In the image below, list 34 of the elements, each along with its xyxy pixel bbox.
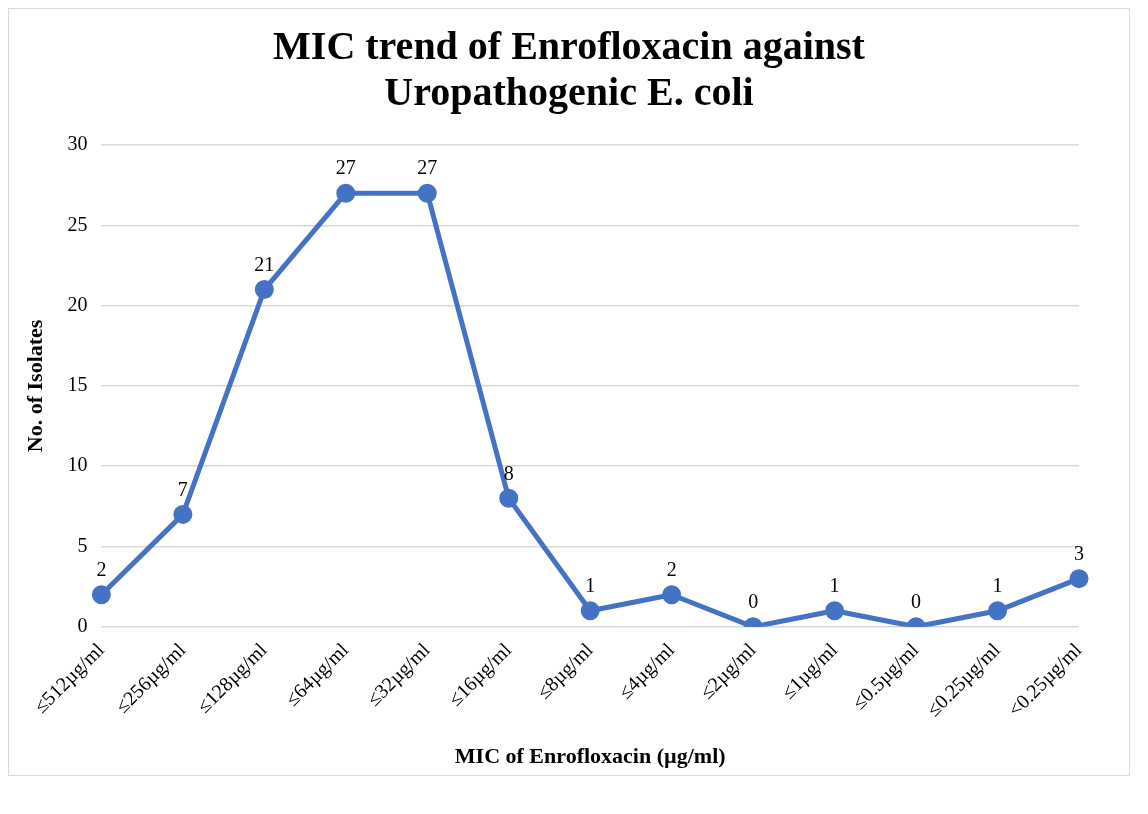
y-axis-title: No. of Isolates <box>21 319 47 453</box>
data-label: 21 <box>254 252 275 275</box>
data-label: 27 <box>417 156 438 179</box>
point <box>336 183 356 203</box>
y-tick-label: 5 <box>77 533 88 556</box>
y-tick-label: 30 <box>67 132 88 155</box>
y-tick-label: 15 <box>67 373 88 396</box>
point <box>91 585 111 605</box>
point <box>499 488 519 508</box>
data-label: 27 <box>335 156 356 179</box>
point <box>254 280 274 300</box>
point <box>580 601 600 621</box>
data-label: 1 <box>992 574 1003 597</box>
y-tick-label: 0 <box>77 614 88 637</box>
data-label: 0 <box>748 590 759 613</box>
point <box>662 585 682 605</box>
point <box>988 601 1008 621</box>
x-axis-title: MIC of Enrofloxacin (µg/ml) <box>454 743 726 769</box>
point <box>825 601 845 621</box>
point <box>1069 569 1089 589</box>
data-label: 2 <box>96 557 107 580</box>
data-label: 1 <box>829 574 840 597</box>
point <box>417 183 437 203</box>
y-tick-label: 10 <box>67 453 88 476</box>
chart-title: MIC trend of Enrofloxacin against Uropathogenic E. coli <box>272 23 866 115</box>
y-tick-label: 25 <box>67 212 88 235</box>
data-label: 8 <box>503 461 514 484</box>
data-label: 3 <box>1074 541 1084 564</box>
data-label: 1 <box>585 574 596 597</box>
y-tick-label: 20 <box>67 292 88 315</box>
point <box>173 504 193 524</box>
data-label: 7 <box>177 477 188 500</box>
data-label: 2 <box>666 557 677 580</box>
data-label: 0 <box>911 590 922 613</box>
